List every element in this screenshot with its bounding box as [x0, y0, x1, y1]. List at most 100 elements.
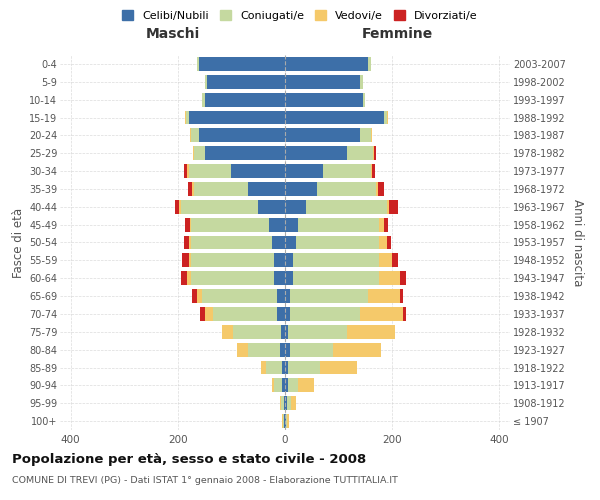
Bar — [291, 396, 296, 410]
Bar — [232, 164, 285, 178]
Y-axis label: Fasce di età: Fasce di età — [11, 208, 25, 278]
Bar — [403, 307, 406, 321]
Bar — [205, 92, 285, 106]
Text: Maschi: Maschi — [145, 26, 200, 40]
Bar — [285, 57, 368, 71]
Bar — [290, 307, 360, 321]
Bar — [208, 75, 285, 89]
Bar — [188, 254, 191, 268]
Bar — [285, 414, 286, 428]
Bar — [377, 182, 384, 196]
Bar — [371, 128, 372, 142]
Bar — [188, 164, 232, 178]
Bar — [188, 182, 193, 196]
Bar — [285, 396, 287, 410]
Bar — [287, 378, 298, 392]
Bar — [205, 307, 212, 321]
Bar — [285, 182, 317, 196]
Bar — [373, 164, 375, 178]
Bar — [199, 128, 285, 142]
Bar — [285, 128, 360, 142]
Bar — [362, 92, 365, 106]
Bar — [368, 289, 400, 303]
Text: COMUNE DI TREVI (PG) - Dati ISTAT 1° gennaio 2008 - Elaborazione TUTTITALIA.IT: COMUNE DI TREVI (PG) - Dati ISTAT 1° gen… — [12, 476, 398, 485]
Bar — [222, 325, 233, 339]
Bar — [379, 218, 384, 232]
Bar — [379, 271, 400, 285]
Bar — [248, 182, 285, 196]
Bar — [285, 218, 298, 232]
Bar — [296, 236, 379, 250]
Bar — [197, 289, 202, 303]
Bar — [190, 218, 191, 232]
Bar — [280, 342, 285, 356]
Bar — [285, 92, 362, 106]
Bar — [285, 342, 290, 356]
Bar — [194, 146, 205, 160]
Bar — [274, 271, 285, 285]
Bar — [374, 146, 376, 160]
Bar — [371, 164, 373, 178]
Bar — [285, 146, 347, 160]
Bar — [392, 254, 398, 268]
Bar — [347, 325, 395, 339]
Text: Femmine: Femmine — [362, 26, 433, 40]
Bar — [298, 378, 314, 392]
Bar — [285, 254, 293, 268]
Bar — [323, 164, 371, 178]
Bar — [387, 200, 389, 214]
Bar — [191, 271, 274, 285]
Bar — [185, 110, 186, 124]
Bar — [287, 396, 291, 410]
Bar — [277, 289, 285, 303]
Bar — [400, 271, 406, 285]
Bar — [197, 57, 199, 71]
Bar — [333, 342, 382, 356]
Bar — [285, 360, 287, 374]
Legend: Celibi/Nubili, Coniugati/e, Vedovi/e, Divorziati/e: Celibi/Nubili, Coniugati/e, Vedovi/e, Di… — [120, 8, 480, 23]
Bar — [387, 110, 388, 124]
Bar — [184, 164, 187, 178]
Bar — [187, 164, 188, 178]
Bar — [202, 289, 277, 303]
Bar — [179, 200, 181, 214]
Bar — [283, 360, 285, 374]
Bar — [181, 271, 187, 285]
Bar — [272, 378, 274, 392]
Bar — [283, 378, 285, 392]
Y-axis label: Anni di nascita: Anni di nascita — [571, 199, 584, 286]
Bar — [190, 128, 191, 142]
Bar — [285, 200, 307, 214]
Bar — [285, 325, 287, 339]
Bar — [285, 271, 293, 285]
Bar — [347, 146, 373, 160]
Bar — [284, 414, 285, 428]
Bar — [376, 182, 377, 196]
Bar — [188, 110, 285, 124]
Bar — [185, 218, 190, 232]
Bar — [191, 128, 199, 142]
Bar — [285, 110, 384, 124]
Bar — [281, 325, 285, 339]
Bar — [307, 200, 387, 214]
Bar — [379, 254, 392, 268]
Bar — [274, 254, 285, 268]
Bar — [384, 110, 387, 124]
Bar — [248, 342, 280, 356]
Bar — [266, 360, 283, 374]
Bar — [283, 414, 284, 428]
Bar — [186, 110, 188, 124]
Bar — [194, 182, 248, 196]
Bar — [261, 360, 266, 374]
Bar — [233, 325, 281, 339]
Bar — [181, 200, 258, 214]
Bar — [285, 289, 290, 303]
Bar — [387, 236, 391, 250]
Bar — [287, 325, 347, 339]
Bar — [191, 236, 272, 250]
Bar — [258, 200, 285, 214]
Bar — [360, 75, 362, 89]
Bar — [285, 236, 296, 250]
Bar — [290, 342, 333, 356]
Bar — [285, 307, 290, 321]
